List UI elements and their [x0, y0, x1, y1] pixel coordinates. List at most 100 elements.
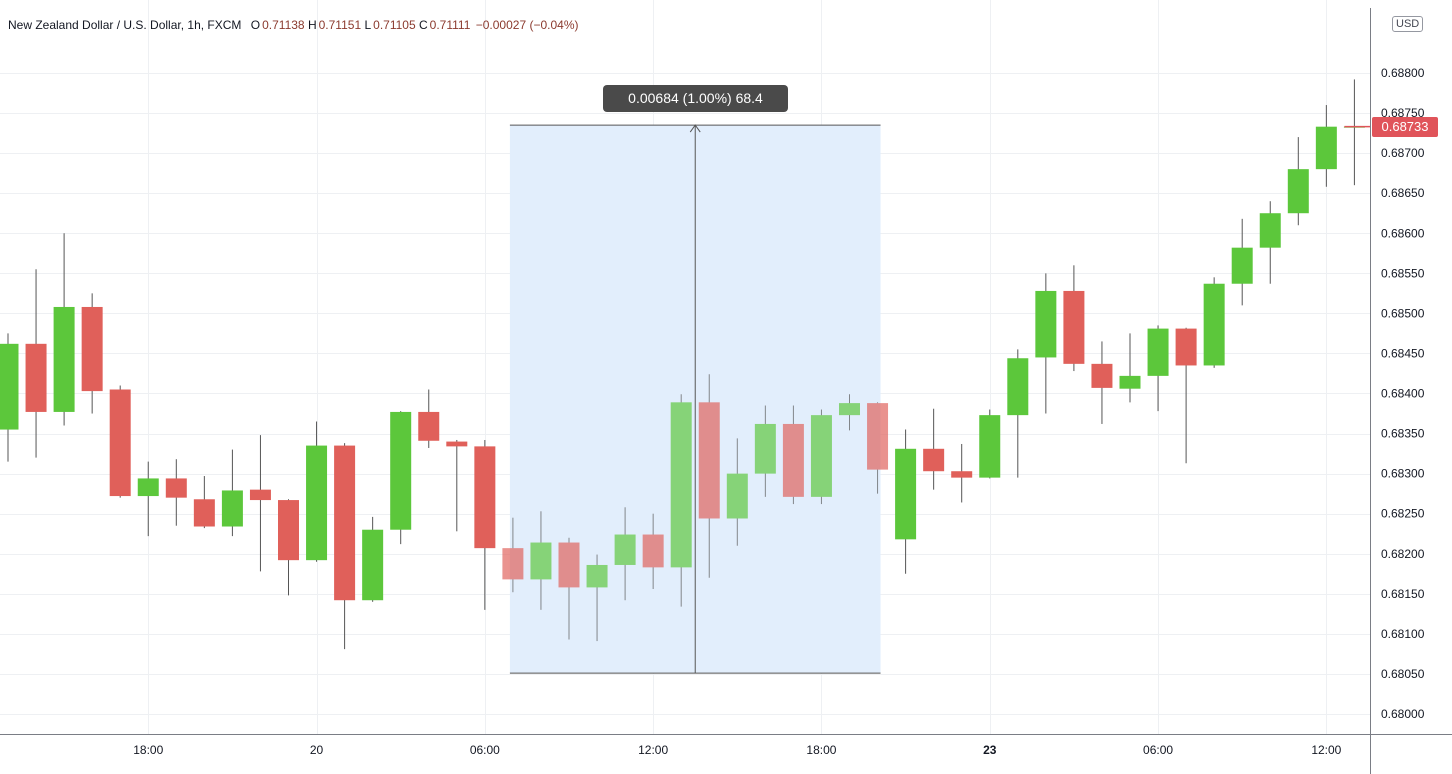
candle	[923, 408, 945, 490]
candle-body	[558, 542, 580, 588]
close-value: 0.71111	[429, 18, 471, 32]
candle	[334, 443, 356, 650]
candle-body	[362, 529, 384, 601]
candle-body	[1203, 283, 1225, 366]
candle	[418, 389, 440, 448]
candle	[698, 374, 720, 578]
price-tick-label: 0.68750	[1381, 106, 1425, 120]
candle-body	[1175, 328, 1197, 366]
change-value: −0.00027 (−0.04%)	[475, 18, 579, 32]
candle-body	[670, 402, 692, 568]
candle-body	[895, 448, 917, 540]
candle-body	[979, 415, 1001, 478]
candle-body	[446, 441, 468, 447]
candle-body	[951, 471, 973, 478]
close-label: C	[419, 18, 428, 32]
candle	[642, 513, 664, 590]
high-value: 0.71151	[318, 18, 362, 32]
candle	[979, 409, 1001, 479]
candle-body	[193, 499, 215, 527]
candle-body	[278, 500, 299, 561]
time-axis[interactable]: 18:00 20 06:00 12:00 18:00 23 06:00 12:00	[133, 743, 1341, 757]
price-axis[interactable]: 0.68000 0.68050 0.68100 0.68150 0.68200 0.682…	[1381, 66, 1425, 721]
candle-body	[0, 343, 19, 430]
candle-body	[1315, 126, 1337, 170]
time-tick-label: 23	[983, 743, 997, 757]
candle-body	[1035, 290, 1057, 358]
candle-body	[418, 411, 440, 441]
candle	[193, 476, 215, 529]
candle-body	[81, 306, 103, 392]
candle	[1259, 201, 1281, 284]
open-value: 0.71138	[262, 18, 305, 32]
candle-body	[1119, 375, 1141, 389]
candle-body	[1259, 213, 1281, 248]
candle	[530, 511, 552, 610]
candle-body	[726, 473, 748, 519]
candle	[754, 405, 776, 497]
candle	[726, 438, 748, 546]
candle	[362, 516, 384, 602]
candle-body	[698, 402, 720, 519]
candle-body	[867, 403, 889, 470]
last-price-badge: 0.68733	[1372, 117, 1438, 137]
candle-body	[390, 411, 412, 530]
price-tick-label: 0.68450	[1381, 346, 1425, 360]
price-tick-label: 0.68800	[1381, 66, 1425, 80]
time-tick-label: 06:00	[470, 743, 500, 757]
candle-body	[1091, 363, 1113, 388]
measure-tooltip: 0.00684 (1.00%) 68.4	[603, 85, 788, 112]
candle	[1035, 273, 1057, 414]
candle	[1007, 349, 1029, 478]
candle	[390, 411, 412, 545]
price-tick-label: 0.68250	[1381, 507, 1425, 521]
candle	[474, 439, 496, 610]
time-tick-label: 18:00	[133, 743, 163, 757]
candle	[1119, 333, 1141, 403]
price-tick-label: 0.68550	[1381, 266, 1425, 280]
candle	[867, 402, 889, 494]
candle	[1231, 218, 1253, 306]
candle-body	[165, 478, 187, 498]
candle	[221, 449, 243, 537]
candle	[810, 409, 832, 505]
candle	[1091, 341, 1113, 424]
candle-body	[137, 478, 159, 497]
candle-body	[642, 534, 664, 568]
price-tick-label: 0.68000	[1381, 707, 1425, 721]
candle	[839, 394, 860, 431]
price-tick-label: 0.68400	[1381, 387, 1425, 401]
time-tick-label: 06:00	[1143, 743, 1173, 757]
price-tick-label: 0.68100	[1381, 627, 1425, 641]
candle	[249, 435, 271, 572]
candles-layer	[0, 79, 1365, 650]
candle	[782, 405, 804, 505]
candle	[0, 333, 19, 462]
candle-body	[1007, 358, 1029, 416]
price-tick-label: 0.68650	[1381, 186, 1425, 200]
candle-body	[1287, 169, 1309, 214]
candle-body	[109, 389, 131, 497]
price-tick-label: 0.68600	[1381, 226, 1425, 240]
candle	[614, 507, 636, 601]
candle-body	[249, 489, 271, 501]
candle-body	[306, 445, 328, 561]
candle-body	[754, 423, 776, 474]
candle	[53, 233, 75, 426]
high-label: H	[307, 18, 317, 32]
price-tick-label: 0.68300	[1381, 467, 1425, 481]
low-value: 0.71105	[373, 18, 416, 32]
candle-body	[53, 306, 75, 412]
candle	[895, 429, 917, 574]
candle	[278, 499, 299, 596]
time-tick-label: 18:00	[806, 743, 836, 757]
candle	[1203, 277, 1225, 368]
candle	[81, 293, 103, 414]
currency-button[interactable]: USD	[1392, 16, 1424, 32]
candle-body	[1063, 290, 1085, 364]
candle-body	[810, 415, 832, 497]
candle	[25, 269, 47, 458]
price-tick-label: 0.68350	[1381, 427, 1425, 441]
candle-body	[1231, 247, 1253, 284]
